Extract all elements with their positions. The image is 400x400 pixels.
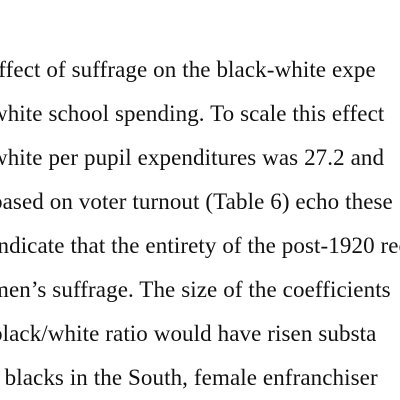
text-line-7: black/white ratio would have risen subst…: [0, 312, 400, 356]
text-line-6: men’s suffrage. The size of the coeffici…: [0, 268, 400, 312]
text-line-1: effect of suffrage on the black-white ex…: [0, 48, 400, 92]
text-line-3: white per pupil expenditures was 27.2 an…: [0, 136, 400, 180]
text-line-8: r blacks in the South, female enfranchis…: [0, 356, 400, 400]
body-text: effect of suffrage on the black-white ex…: [0, 48, 400, 400]
text-line-2: white school spending. To scale this eff…: [0, 92, 400, 136]
text-line-4: based on voter turnout (Table 6) echo th…: [0, 180, 400, 224]
text-line-5: indicate that the entirety of the post-1…: [0, 224, 400, 268]
